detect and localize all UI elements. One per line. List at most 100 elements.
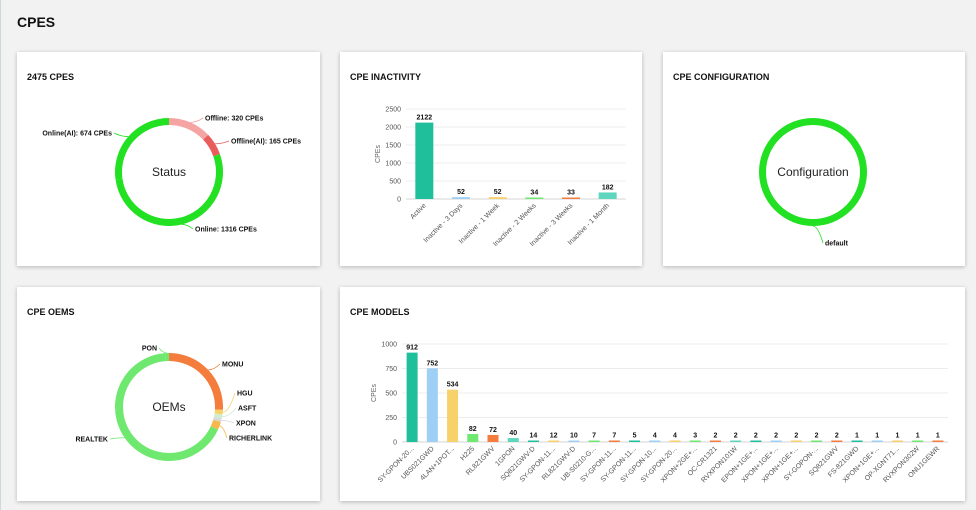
bar-sy-gpon-10[interactable] <box>649 440 661 443</box>
slice-pon-connector <box>158 347 167 354</box>
bar-inactive-3-days[interactable] <box>452 197 470 199</box>
slice-pon[interactable] <box>164 353 169 362</box>
status-donut-chart[interactable]: Offline: 320 CPEs Offline(AI): 165 CPEs On… <box>17 52 320 266</box>
slice-hgu-label: HGU <box>237 391 253 398</box>
slice-richerlink-connector <box>219 425 228 439</box>
bar-value-label: 40 <box>509 430 517 437</box>
bar-sy-gpon-20[interactable] <box>406 352 418 442</box>
bar-value-label: 5 <box>633 433 637 440</box>
slice-offline-ai-165-cpes[interactable] <box>203 134 220 157</box>
bar-xpon-2ge[interactable] <box>689 440 701 443</box>
slice-online-1316-cpes-label: Online: 1316 CPEs <box>195 227 257 234</box>
bar-xpon-1ge[interactable] <box>790 440 802 443</box>
x-tick-label: SY-GPON-11... <box>600 445 638 483</box>
bar-value-label: 1 <box>855 433 859 440</box>
bar-inactive-3-weeks[interactable] <box>562 197 580 200</box>
bar-value-label: 2 <box>774 433 778 440</box>
bar-value-label: 2 <box>734 433 738 440</box>
page-title: CPES <box>17 14 56 30</box>
slice-default[interactable] <box>759 118 867 226</box>
bar-onu1gewr[interactable] <box>932 440 944 443</box>
y-axis-label: CPEs <box>375 145 382 163</box>
configuration-donut-chart[interactable]: default Configuration <box>663 52 965 266</box>
bar-value-label: 752 <box>426 360 438 367</box>
slice-richerlink[interactable] <box>210 419 221 430</box>
bar-value-label: 4 <box>653 433 657 440</box>
bar-value-label: 14 <box>530 433 538 440</box>
bar-value-label: 52 <box>494 189 502 196</box>
y-tick-label: 0 <box>393 440 397 447</box>
models-bar-chart[interactable]: 02505007501000CPEs912SY-GPON-20...752UBS… <box>340 287 965 501</box>
bar-sy-gpon-11[interactable] <box>548 440 560 443</box>
y-tick-label: 500 <box>385 391 397 398</box>
slice-online-1316-cpes-connector <box>181 224 194 230</box>
donut-center-label: Configuration <box>777 165 848 179</box>
configuration-card: CPE CONFIGURATION default Configuration <box>663 52 965 266</box>
y-tick-label: 1500 <box>385 143 401 150</box>
inactivity-bar-chart[interactable]: 0 500 1000 1500 2000 2500 CPEs 2122 Active 52 Inac… <box>340 52 642 266</box>
slice-xpon[interactable] <box>213 416 222 423</box>
x-tick-label: RVXPON101W <box>700 445 739 484</box>
bar-h225[interactable] <box>467 433 479 442</box>
oems-card: CPE OEMS MONU HGU ASFT XPON RICHERLINK REALTE… <box>17 287 320 501</box>
bar-value-label: 3 <box>693 433 697 440</box>
bar-4lan-1pot[interactable] <box>447 389 459 442</box>
oems-donut-chart[interactable]: MONU HGU ASFT XPON RICHERLINK REALTEK PON OEMs <box>17 287 320 501</box>
x-tick-label: SY-GPON-10... <box>620 445 659 484</box>
x-tick-label: Inactive - 3 Days <box>423 202 465 244</box>
bar-xpon-1ge[interactable] <box>770 440 782 443</box>
slice-monu-connector <box>208 363 221 371</box>
y-axis-label: CPEs <box>371 384 378 402</box>
bar-op-xgnt71[interactable] <box>891 440 903 443</box>
y-tick-label: 250 <box>385 415 397 422</box>
bar-fs-821gwd[interactable] <box>851 440 863 443</box>
bar-sy-gopon[interactable] <box>811 440 823 443</box>
bar-sy-gpon-11[interactable] <box>629 440 641 443</box>
bar-value-label: 12 <box>550 433 558 440</box>
x-tick-label: SY-GPON-11... <box>519 445 557 483</box>
slice-monu-label: MONU <box>222 362 243 369</box>
slice-realtek-label: REALTEK <box>75 437 108 444</box>
x-tick-label: XPON+1GE+... <box>741 445 780 484</box>
bar-sq821gwv[interactable] <box>831 440 843 443</box>
slice-default-label: default <box>825 241 849 248</box>
slice-default-connector <box>812 225 824 244</box>
bar-rvxpon302w[interactable] <box>912 440 924 443</box>
bar-ub-s0210-g[interactable] <box>588 440 600 443</box>
x-tick-label: XPON+1GE+... <box>761 445 800 484</box>
slice-online-ai-674-cpes-label: Online(AI): 674 CPEs <box>42 131 112 138</box>
slice-asft[interactable] <box>213 413 223 419</box>
bar-active[interactable] <box>415 122 434 199</box>
bar-sy-gpon-11[interactable] <box>608 440 620 443</box>
models-card-title: CPE MODELS <box>350 307 410 317</box>
bar-rl821gwv-d[interactable] <box>568 440 580 443</box>
bar-inactive-2-weeks[interactable] <box>525 197 544 200</box>
bar-epon-1ge[interactable] <box>750 440 762 443</box>
bar-1gpon[interactable] <box>507 438 519 442</box>
slice-asft-label: ASFT <box>238 406 257 413</box>
slice-realtek-connector <box>109 437 125 440</box>
y-tick-label: 750 <box>385 366 397 373</box>
bar-inactive-1-week[interactable] <box>488 197 507 199</box>
slice-offline-320-cpes[interactable] <box>169 118 209 140</box>
bar-sq821gwv-d[interactable] <box>527 440 539 443</box>
bar-rl821gwv[interactable] <box>487 434 499 442</box>
x-tick-label: SY-GPON-11... <box>580 445 618 483</box>
slice-asft-connector <box>222 407 237 418</box>
bar-sy-gpon-20[interactable] <box>669 440 681 443</box>
donut-center-label: OEMs <box>152 400 185 414</box>
bar-inactive-1-month[interactable] <box>598 192 617 199</box>
bar-oc-cr1321[interactable] <box>709 440 721 443</box>
bar-value-label: 82 <box>469 426 477 433</box>
slice-online-ai-674-cpes[interactable] <box>115 118 169 180</box>
bar-xpon-1ge[interactable] <box>871 440 883 443</box>
bar-value-label: 7 <box>612 433 616 440</box>
bar-value-label: 1 <box>895 433 899 440</box>
bar-rvxpon101w[interactable] <box>730 440 742 443</box>
bar-ubs021gwd[interactable] <box>426 368 438 442</box>
bar-value-label: 4 <box>673 433 677 440</box>
slice-online-ai-674-cpes-connector <box>113 132 129 137</box>
slice-monu[interactable] <box>169 353 223 410</box>
slice-hgu[interactable] <box>214 409 223 415</box>
inactivity-card: CPE INACTIVITY 0 500 1000 1500 2000 2500 CPEs 2… <box>340 52 642 266</box>
